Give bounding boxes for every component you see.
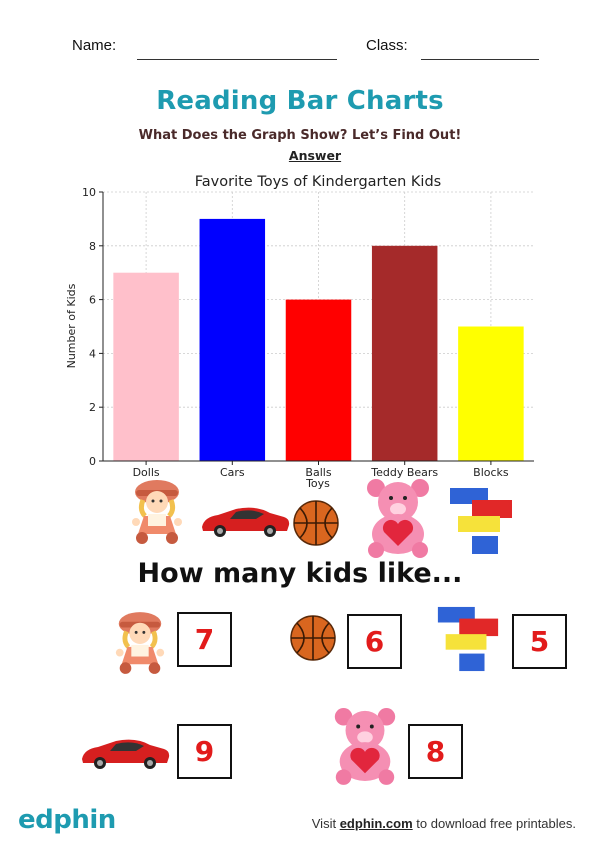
chart-bars [113,218,524,461]
bar-blocks [458,326,524,461]
y-tick-label: 4 [89,347,96,360]
question-heading: How many kids like... [137,558,463,589]
class-line [421,59,539,60]
footer-suffix: to download free printables. [416,816,576,831]
y-tick-label: 2 [89,401,96,414]
doll-icon [128,476,186,552]
x-tick-label: Dolls [133,466,160,479]
edphin-logo[interactable]: edphin [18,805,116,835]
teddy-bear-icon [360,476,436,562]
y-tick-label: 6 [89,294,96,307]
bar-teddy-bears [371,245,438,461]
blocks-answer-box: 5 [512,614,567,669]
chart-title: Favorite Toys of Kindergarten Kids [195,174,441,190]
class-label: Class: [366,37,408,54]
name-label: Name: [72,37,117,54]
page-title: Reading Bar Charts [156,86,444,116]
y-ticks: 0 2 4 6 8 10 [82,186,103,468]
teddy-bear-icon [328,704,402,790]
bar-dolls [113,272,179,461]
footer-prefix: Visit [311,816,337,831]
ball-icon [292,499,340,551]
x-tick-label: Balls [305,466,331,479]
cars-answer-box: 9 [177,724,232,779]
y-tick-label: 10 [82,186,96,199]
x-tick-label: Cars [220,466,245,479]
car-icon [198,503,290,543]
balls-answer-box: 6 [347,614,402,669]
bar-balls [285,299,352,461]
answer-text: Answer [288,148,342,163]
name-line [137,59,337,60]
ball-icon [289,614,337,666]
doll-icon [112,607,168,683]
dolls-answer-box: 7 [177,612,232,667]
blocks-icon [446,484,516,562]
y-tick-label: 0 [89,455,96,468]
answer-label: Answer [0,148,600,163]
footer-link[interactable]: edphin.com [339,816,413,831]
y-axis-label: Number of Kids [65,283,78,368]
x-tick-label: Blocks [473,466,509,479]
teddy-bears-answer-box: 8 [408,724,463,779]
blocks-icon [434,602,502,680]
x-tick-label: Teddy Bears [370,466,438,479]
footer-text: Visit edphin.com to download free printa… [312,816,576,831]
page-subtitle: What Does the Graph Show? Let’s Find Out… [138,128,462,143]
car-icon [78,735,170,775]
x-ticks: Dolls Cars Balls Teddy Bears Blocks [133,461,509,479]
bar-cars [199,218,266,461]
y-tick-label: 8 [89,240,96,253]
x-axis-label: Toys [305,477,330,490]
